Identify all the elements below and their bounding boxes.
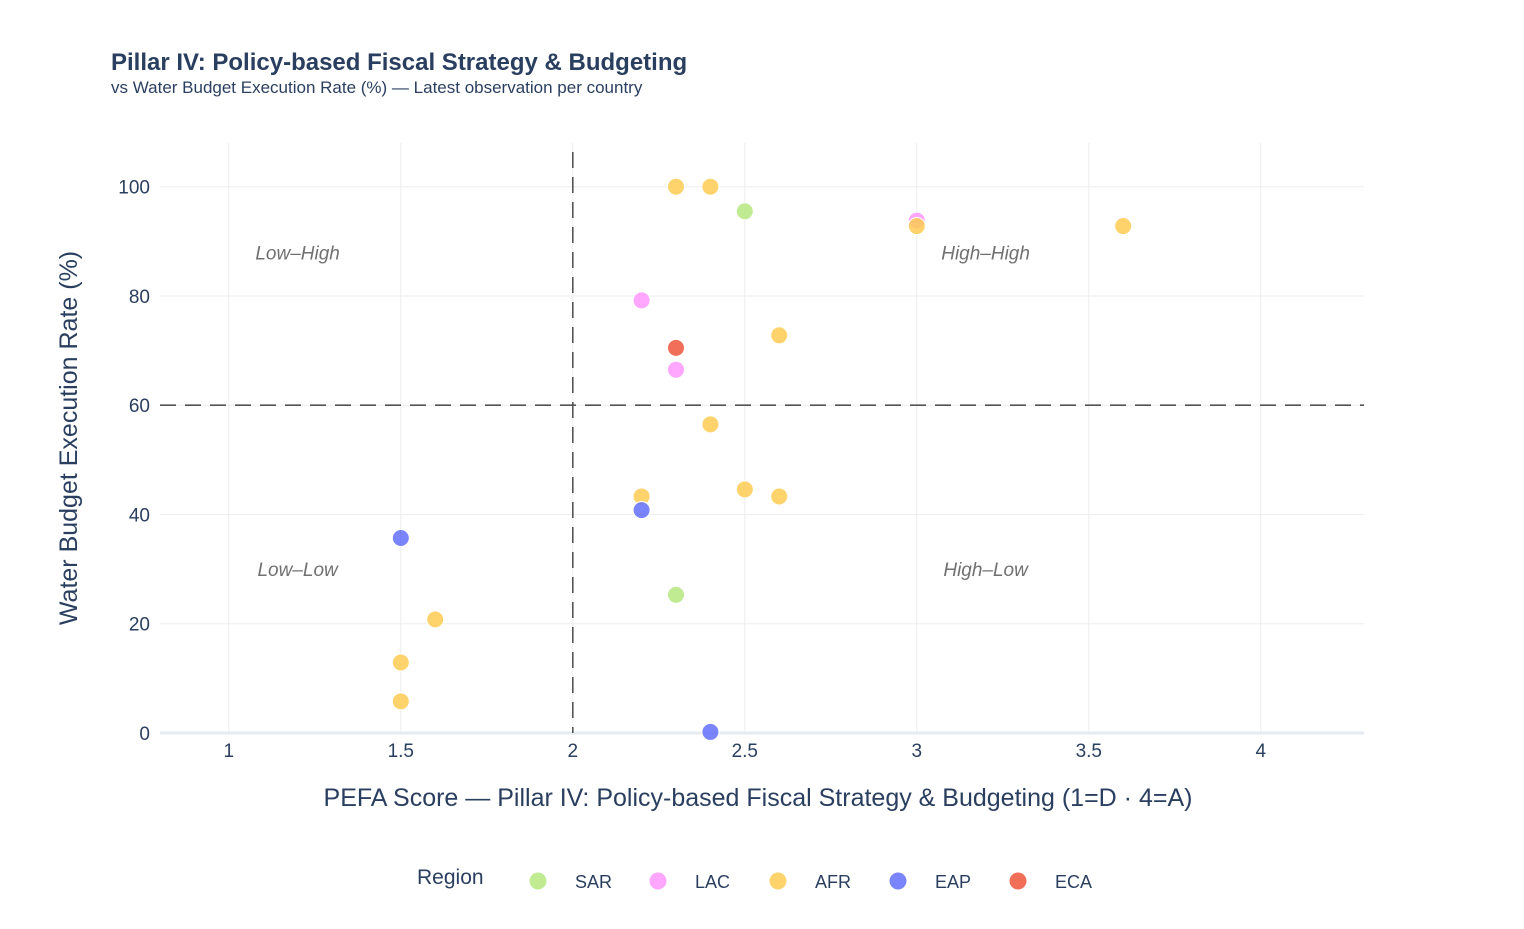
legend-marker-eap [889,872,907,890]
legend-label-eca: ECA [1055,872,1092,892]
data-point-afr [701,177,720,196]
y-tick-label: 20 [129,615,150,636]
data-point-afr [391,692,410,711]
data-point-afr [391,653,410,672]
data-point-afr [701,415,720,434]
legend-label-sar: SAR [575,872,612,892]
data-point-eap [701,722,720,741]
x-tick-label: 3 [912,741,923,762]
data-point-eca [667,338,685,357]
data-point-eap [632,501,651,520]
data-point-afr [426,610,445,629]
y-axis-title: Water Budget Execution Rate (%) [55,251,83,625]
y-tick-label: 60 [129,396,150,417]
x-tick-label: 3.5 [1076,741,1102,762]
legend-marker-afr [769,872,787,890]
data-point-sar [735,202,754,221]
x-tick-label: 2.5 [732,741,758,762]
data-point-afr [907,217,926,236]
legend-label-lac: LAC [695,872,730,892]
y-tick-label: 80 [129,287,150,308]
data-point-lac [632,291,651,310]
quadrant-label: High–High [941,243,1030,264]
quadrant-label: High–Low [943,560,1029,581]
data-points [391,177,1133,741]
data-point-afr [770,487,789,506]
legend-marker-eca [1009,872,1027,890]
y-tick-label: 40 [129,505,150,526]
legend-title: Region [417,866,484,889]
quadrant-labels: Low–High High–High Low–Low High–Low [255,243,1030,581]
x-axis-title: PEFA Score — Pillar IV: Policy-based Fis… [324,784,1193,812]
data-point-eap [391,528,410,547]
grid-lines [160,143,1364,733]
legend-marker-lac [649,872,667,890]
y-tick-label: 100 [118,178,150,199]
legend-label-afr: AFR [815,872,851,892]
legend: Region SAR LAC AFR EAP ECA [417,866,1092,892]
reference-lines [160,152,1364,733]
x-tick-label: 1 [224,741,235,762]
data-point-afr [1114,217,1133,236]
quadrant-label: Low–Low [257,560,339,581]
chart-title: Pillar IV: Policy-based Fiscal Strategy … [111,49,687,76]
data-point-lac [667,360,685,379]
data-point-sar [667,585,685,604]
data-point-afr [667,177,685,196]
x-tick-label: 4 [1256,741,1267,762]
legend-marker-sar [529,872,547,890]
data-point-afr [735,480,754,499]
x-tick-label: 2 [568,741,579,762]
data-point-afr [770,326,789,345]
quadrant-label: Low–High [255,243,340,264]
chart-subtitle: vs Water Budget Execution Rate (%) — Lat… [111,78,643,97]
legend-label-eap: EAP [935,872,971,892]
x-tick-label: 1.5 [388,741,414,762]
y-tick-label: 0 [139,724,150,745]
